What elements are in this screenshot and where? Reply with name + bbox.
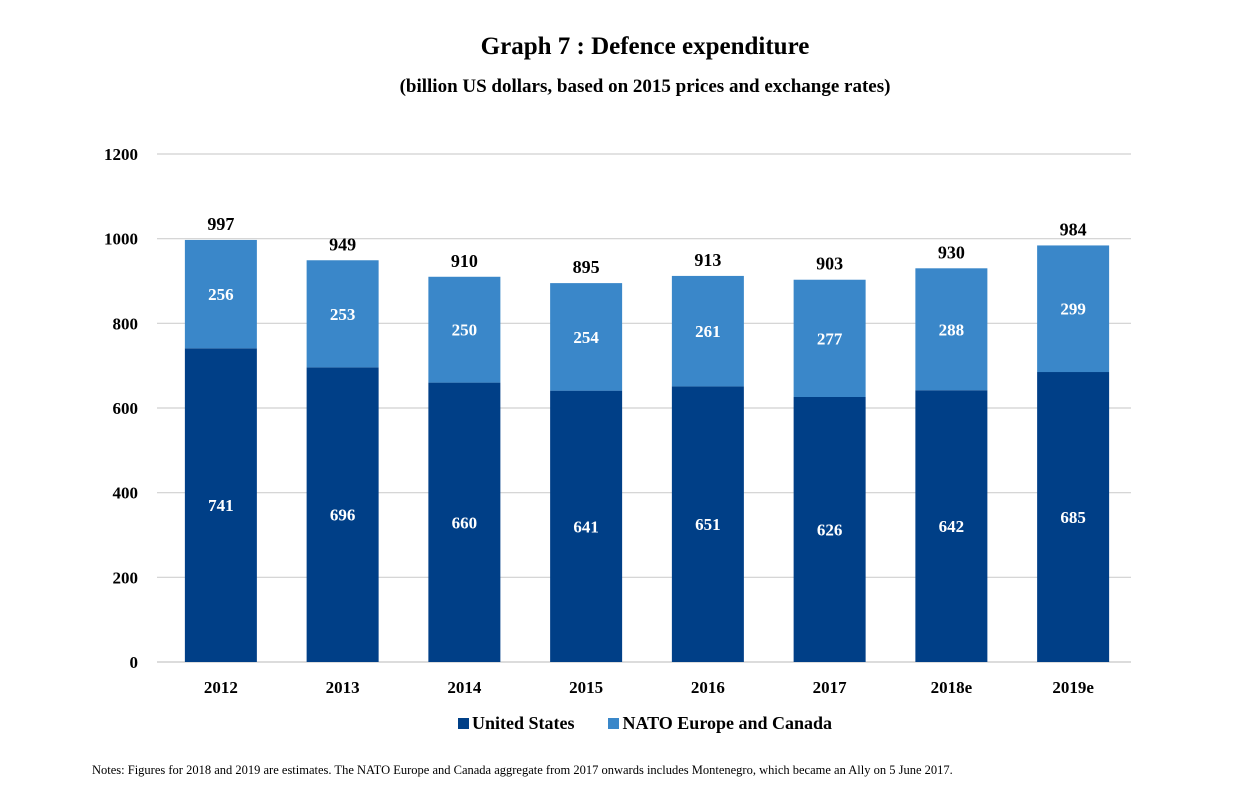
y-tick-label: 200 — [113, 568, 139, 587]
segment-value-label: 253 — [330, 305, 356, 324]
y-tick-label: 1200 — [104, 145, 138, 164]
bar-segment-united-states — [550, 390, 623, 662]
legend-item-united-states: United States — [457, 713, 575, 734]
segment-value-label: 288 — [939, 320, 965, 339]
bar-segment-nato-europe-canada — [550, 283, 623, 391]
legend-label-nato-europe-canada: NATO Europe and Canada — [622, 713, 833, 733]
x-tick-label: 2018e — [931, 678, 973, 697]
bar-segment-united-states — [1037, 372, 1110, 662]
y-tick-label: 400 — [113, 484, 139, 503]
y-tick-label: 800 — [113, 314, 139, 333]
segment-value-label: 299 — [1060, 300, 1086, 319]
segment-value-label: 696 — [330, 506, 356, 525]
bar-segment-nato-europe-canada — [793, 279, 866, 397]
chart-subtitle: (billion US dollars, based on 2015 price… — [399, 76, 891, 97]
legend: United States NATO Europe and Canada — [0, 713, 1250, 734]
bar-segment-nato-europe-canada — [915, 268, 988, 391]
bar-segment-nato-europe-canada — [671, 275, 744, 387]
segment-value-label: 660 — [452, 513, 478, 532]
x-tick-label: 2017 — [813, 678, 848, 697]
bar-segment-nato-europe-canada — [184, 239, 257, 349]
bar-segment-united-states — [793, 396, 866, 662]
total-value-label: 949 — [329, 234, 356, 254]
bar-segment-united-states — [671, 386, 744, 662]
x-tick-label: 2015 — [569, 678, 603, 697]
total-value-label: 910 — [451, 251, 478, 271]
total-value-label: 895 — [573, 257, 600, 277]
bar-segment-united-states — [184, 348, 257, 662]
bar-segment-united-states — [428, 382, 501, 662]
bar-segment-united-states — [915, 390, 988, 662]
x-tick-label: 2012 — [204, 678, 238, 697]
legend-swatch-nato-europe-canada — [608, 718, 620, 729]
segment-value-label: 685 — [1060, 508, 1086, 527]
segment-value-label: 741 — [208, 496, 234, 515]
total-value-label: 997 — [207, 214, 234, 234]
segment-value-label: 642 — [939, 517, 965, 536]
bar-segment-united-states — [306, 367, 379, 662]
y-tick-label: 600 — [113, 399, 139, 418]
bar-segment-nato-europe-canada — [1037, 245, 1110, 373]
total-value-label: 984 — [1060, 219, 1087, 239]
y-tick-label: 0 — [130, 653, 139, 672]
segment-value-label: 651 — [695, 515, 721, 534]
segment-value-label: 254 — [573, 328, 599, 347]
bar-segment-nato-europe-canada — [306, 260, 379, 368]
x-tick-label: 2013 — [326, 678, 360, 697]
segment-value-label: 626 — [817, 520, 843, 539]
y-tick-label: 1000 — [104, 230, 138, 249]
x-tick-label: 2014 — [447, 678, 482, 697]
bar-segment-nato-europe-canada — [428, 276, 501, 383]
segment-value-label: 250 — [452, 321, 478, 340]
total-value-label: 913 — [694, 250, 721, 270]
legend-item-nato-europe-canada: NATO Europe and Canada — [608, 713, 832, 734]
x-tick-label: 2016 — [691, 678, 725, 697]
segment-value-label: 256 — [208, 285, 234, 304]
x-tick-label: 2019e — [1052, 678, 1094, 697]
segment-value-label: 641 — [573, 517, 599, 536]
notes-text: Notes: Figures for 2018 and 2019 are est… — [92, 763, 953, 777]
segment-value-label: 277 — [817, 329, 843, 348]
total-value-label: 930 — [938, 242, 965, 262]
legend-swatch-united-states — [457, 718, 469, 729]
chart-title: Graph 7 : Defence expenditure — [480, 33, 810, 60]
segment-value-label: 261 — [695, 322, 721, 341]
legend-label-united-states: United States — [471, 713, 575, 733]
total-value-label: 903 — [816, 254, 843, 274]
